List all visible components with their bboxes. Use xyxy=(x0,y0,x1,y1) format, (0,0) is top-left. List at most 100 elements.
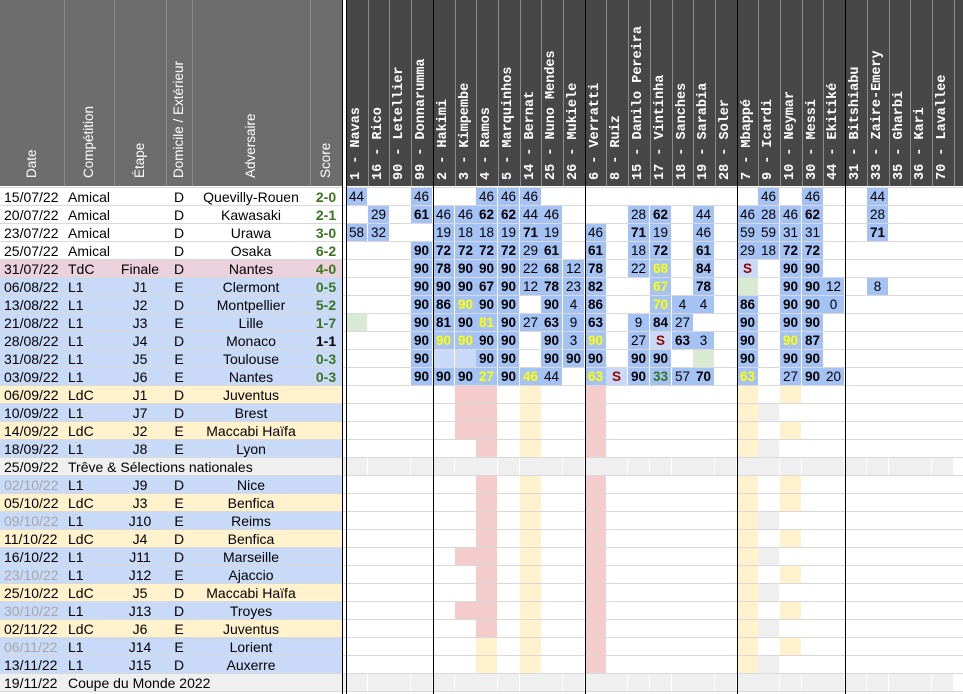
player-cell[interactable] xyxy=(845,368,867,386)
player-cell[interactable] xyxy=(780,188,802,206)
cell-score[interactable]: 2-1 xyxy=(310,206,342,224)
player-cell[interactable] xyxy=(802,674,824,692)
player-cell[interactable]: 44 xyxy=(346,188,368,206)
player-cell[interactable] xyxy=(389,242,411,260)
player-cell[interactable] xyxy=(628,674,650,692)
player-cell[interactable] xyxy=(389,224,411,242)
player-cell[interactable] xyxy=(498,674,520,692)
cell-opponent[interactable]: Brest xyxy=(192,404,310,422)
player-cell[interactable] xyxy=(498,404,520,422)
cell-stage[interactable]: J6 xyxy=(114,368,166,386)
player-cell[interactable] xyxy=(823,206,845,224)
column-header-5[interactable]: Score xyxy=(318,142,333,178)
player-cell[interactable] xyxy=(780,656,802,674)
player-cell[interactable] xyxy=(411,458,433,476)
player-cell[interactable] xyxy=(606,494,628,512)
player-cell[interactable] xyxy=(910,206,932,224)
player-cell[interactable] xyxy=(650,566,672,584)
player-cell[interactable] xyxy=(867,386,889,404)
player-cell[interactable] xyxy=(541,440,563,458)
player-cell[interactable] xyxy=(672,422,694,440)
player-cell[interactable] xyxy=(867,422,889,440)
player-cell[interactable] xyxy=(650,386,672,404)
cell-score[interactable]: 1-1 xyxy=(310,332,342,350)
player-cell[interactable] xyxy=(737,278,759,296)
player-cell[interactable]: 71 xyxy=(867,224,889,242)
player-cell[interactable] xyxy=(606,404,628,422)
player-cell[interactable] xyxy=(368,386,390,404)
player-cell[interactable] xyxy=(476,674,498,692)
player-cell[interactable] xyxy=(715,440,737,458)
player-cell[interactable]: 28 xyxy=(758,206,780,224)
player-cell[interactable] xyxy=(563,494,585,512)
player-cell[interactable] xyxy=(411,386,433,404)
player-cell[interactable] xyxy=(932,278,954,296)
player-header[interactable]: 1 - Navas xyxy=(349,107,364,180)
player-cell[interactable] xyxy=(563,368,585,386)
player-cell[interactable] xyxy=(889,188,911,206)
player-cell[interactable] xyxy=(910,422,932,440)
player-cell[interactable] xyxy=(563,458,585,476)
player-cell[interactable] xyxy=(411,638,433,656)
player-cell[interactable]: 63 xyxy=(672,332,694,350)
player-cell[interactable] xyxy=(823,386,845,404)
cell-comp[interactable]: TdC xyxy=(64,260,114,278)
player-cell[interactable] xyxy=(867,476,889,494)
player-cell[interactable] xyxy=(910,476,932,494)
player-cell[interactable]: 19 xyxy=(650,224,672,242)
player-header[interactable]: 26 - Mukiele xyxy=(566,82,581,180)
player-cell[interactable] xyxy=(628,548,650,566)
player-cell[interactable] xyxy=(389,548,411,566)
player-cell[interactable] xyxy=(889,206,911,224)
player-cell[interactable] xyxy=(368,368,390,386)
player-cell[interactable]: 72 xyxy=(802,242,824,260)
player-cell[interactable] xyxy=(368,260,390,278)
cell-break-label[interactable]: Trêve & Sélections nationales xyxy=(64,458,342,476)
player-cell[interactable] xyxy=(541,656,563,674)
player-cell[interactable] xyxy=(389,386,411,404)
player-cell[interactable] xyxy=(368,512,390,530)
match-row[interactable]: 06/08/22 L1 J1 E Clermont 0-5 90 90 90 67 90 12 78 23… xyxy=(0,278,963,296)
player-cell[interactable] xyxy=(606,188,628,206)
player-cell[interactable] xyxy=(693,602,715,620)
player-cell[interactable] xyxy=(758,260,780,278)
player-cell[interactable] xyxy=(867,314,889,332)
player-cell[interactable] xyxy=(715,494,737,512)
player-cell[interactable] xyxy=(758,314,780,332)
match-row[interactable]: 25/07/22 Amical D Osaka 6-2 90 72 72 72 72 29 61 61 1… xyxy=(0,242,963,260)
player-cell[interactable] xyxy=(541,620,563,638)
player-cell[interactable] xyxy=(715,530,737,548)
player-cell[interactable] xyxy=(433,440,455,458)
player-cell[interactable] xyxy=(346,332,368,350)
player-header[interactable]: 17 - Vintinha xyxy=(652,74,668,180)
cell-opponent[interactable]: Nantes xyxy=(192,368,310,386)
player-cell[interactable] xyxy=(498,386,520,404)
player-cell[interactable] xyxy=(411,656,433,674)
player-cell[interactable] xyxy=(389,422,411,440)
match-row[interactable]: 11/10/22 LdC J4 D Benfica xyxy=(0,530,963,548)
player-cell[interactable] xyxy=(845,440,867,458)
player-cell[interactable] xyxy=(715,260,737,278)
player-cell[interactable] xyxy=(932,332,954,350)
cell-opponent[interactable]: Marseille xyxy=(192,548,310,566)
cell-date[interactable]: 18/09/22 xyxy=(0,440,64,458)
cell-comp[interactable]: L1 xyxy=(64,566,114,584)
player-header[interactable]: 14 - Bernat xyxy=(522,90,538,180)
player-cell[interactable] xyxy=(672,548,694,566)
cell-venue[interactable]: D xyxy=(166,386,192,404)
player-cell[interactable] xyxy=(802,512,824,530)
cell-venue[interactable]: E xyxy=(166,440,192,458)
cell-comp[interactable]: L1 xyxy=(64,332,114,350)
player-cell[interactable] xyxy=(650,458,672,476)
player-cell[interactable] xyxy=(433,674,455,692)
player-cell[interactable] xyxy=(650,476,672,494)
player-cell[interactable] xyxy=(889,440,911,458)
player-cell[interactable] xyxy=(932,404,954,422)
cell-venue[interactable]: E xyxy=(166,278,192,296)
player-cell[interactable] xyxy=(932,548,954,566)
player-cell[interactable] xyxy=(672,602,694,620)
player-cell[interactable] xyxy=(889,566,911,584)
player-cell[interactable] xyxy=(455,620,477,638)
cell-score[interactable] xyxy=(310,566,342,584)
cell-venue[interactable]: D xyxy=(166,224,192,242)
